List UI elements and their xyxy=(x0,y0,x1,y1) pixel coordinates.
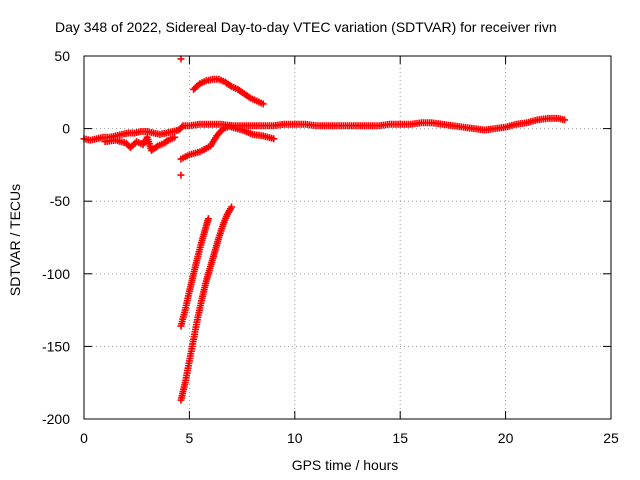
x-axis: 0 5 10 15 20 25 xyxy=(80,56,619,446)
x-axis-label: GPS time / hours xyxy=(292,457,399,473)
data-point xyxy=(228,203,236,211)
data-point xyxy=(171,133,179,141)
y-tick-label: 50 xyxy=(54,48,70,64)
series-falling-arc xyxy=(228,123,278,143)
data-point xyxy=(178,123,186,131)
x-tick-label: 10 xyxy=(287,430,303,446)
y-tick-label: 0 xyxy=(62,121,70,137)
x-tick-label: 0 xyxy=(80,430,88,446)
series-steep-track-2 xyxy=(177,203,236,404)
data-point xyxy=(177,55,185,63)
x-tick-label: 15 xyxy=(392,430,408,446)
y-tick-label: -100 xyxy=(42,266,70,282)
y-tick-label: -150 xyxy=(42,338,70,354)
y-tick-label: -50 xyxy=(50,193,70,209)
plot-frame xyxy=(83,55,612,420)
data-point xyxy=(561,116,569,124)
x-tick-label: 20 xyxy=(498,430,514,446)
y-tick-label: -200 xyxy=(42,411,70,427)
data-point xyxy=(204,215,212,223)
grid xyxy=(84,56,611,419)
data-point xyxy=(259,100,267,108)
series-steep-track-1 xyxy=(177,215,212,330)
series-rising-arc xyxy=(177,122,236,163)
data-layer xyxy=(80,55,569,404)
y-axis-label: SDTVAR / TECUs xyxy=(7,184,23,296)
series-upper-arc xyxy=(190,75,267,108)
data-point xyxy=(270,135,278,143)
series-early-scatter xyxy=(101,133,179,154)
series-isolated-points xyxy=(177,55,185,179)
x-tick-label: 5 xyxy=(186,430,194,446)
chart-title: Day 348 of 2022, Sidereal Day-to-day VTE… xyxy=(55,19,557,35)
y-axis: -200 -150 -100 -50 0 50 xyxy=(42,48,611,427)
data-point xyxy=(163,137,171,145)
data-point xyxy=(177,171,185,179)
series-main-band xyxy=(80,114,569,144)
x-tick-label: 25 xyxy=(603,430,619,446)
